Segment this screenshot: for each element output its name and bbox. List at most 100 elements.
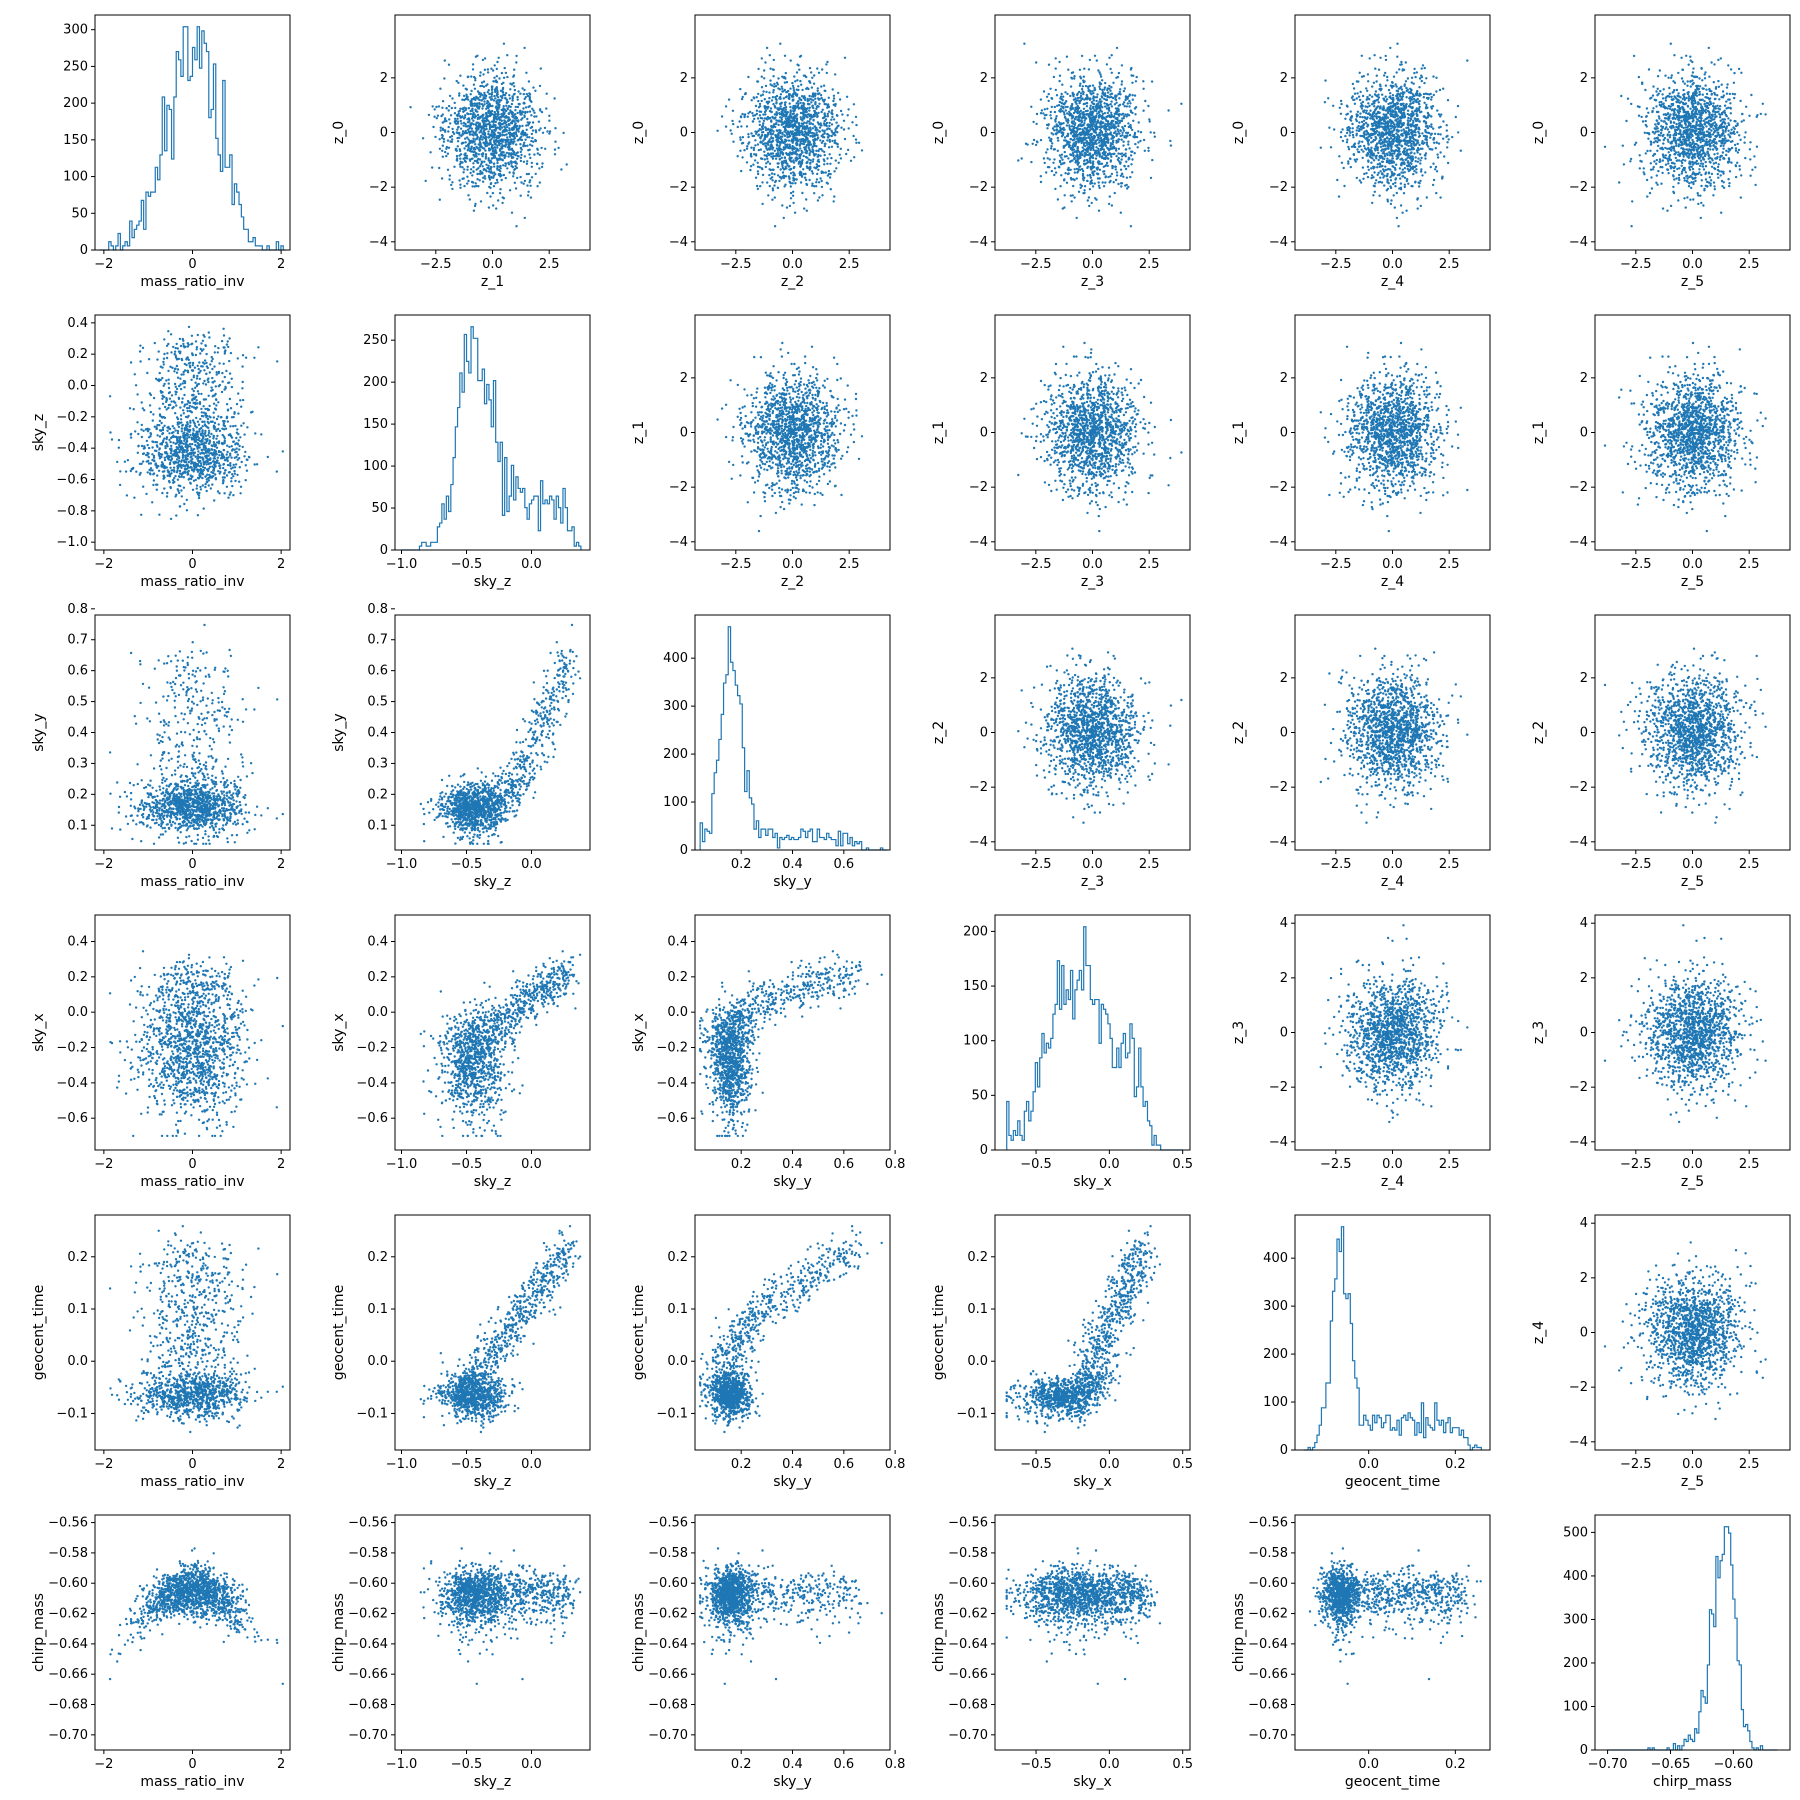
histogram-step [99,27,285,250]
scatter-point [520,157,522,159]
scatter-point [492,192,494,194]
scatter-point [554,141,556,143]
scatter-point [530,140,532,142]
scatter-point [529,93,531,95]
scatter-point [438,167,440,169]
scatter-point [519,176,521,178]
scatter-point [503,134,505,136]
scatter-point [512,175,514,177]
scatter-point [439,199,441,201]
scatter-point [544,127,546,129]
scatter-point [448,105,450,107]
scatter-point [505,163,507,165]
scatter-point [456,118,458,120]
scatter-point [530,127,532,129]
scatter-point [503,157,505,159]
scatter-point [491,157,493,159]
scatter-point [465,141,467,143]
scatter-point [533,112,535,114]
scatter-point [465,94,467,96]
scatter-point [475,182,477,184]
scatter-point [506,54,508,56]
scatter-point [481,138,483,140]
scatter-point [517,90,519,92]
scatter-point [460,122,462,124]
scatter-point [463,122,465,124]
scatter-point [490,93,492,95]
scatter-point [526,160,528,162]
scatter-point [520,147,522,149]
scatter-point [546,93,548,95]
scatter-point [493,77,495,79]
scatter-point [515,61,517,63]
scatter-point [485,85,487,87]
scatter-point [460,128,462,130]
scatter-point [517,106,519,108]
scatter-point [532,121,534,123]
y-tick-label: 150 [63,133,88,148]
scatter-point [472,138,474,140]
scatter-point [514,154,516,156]
scatter-point [527,191,529,193]
scatter-point [422,137,424,139]
scatter-point [458,113,460,115]
scatter-point [490,177,492,179]
scatter-point [494,64,496,66]
scatter-point [505,105,507,107]
scatter-point [509,97,511,99]
scatter-point [481,160,483,162]
scatter-point [497,199,499,201]
scatter-point [492,69,494,71]
scatter-point [457,115,459,117]
scatter-point [429,151,431,153]
scatter-point [458,179,460,181]
scatter-point [482,59,484,61]
scatter-point [520,151,522,153]
scatter-point [525,72,527,74]
scatter-point [451,138,453,140]
scatter-point [472,181,474,183]
scatter-point [483,92,485,94]
scatter-point [496,179,498,181]
scatter-point [560,168,562,170]
scatter-point [509,88,511,90]
scatter-point [439,148,441,150]
scatter-point [524,139,526,141]
scatter-point [517,151,519,153]
scatter-point [528,80,530,82]
scatter-point [459,184,461,186]
scatter-point [456,155,458,157]
scatter-point [490,68,492,70]
scatter-point [501,202,503,204]
scatter-point [504,120,506,122]
scatter-point [479,96,481,98]
scatter-point [473,84,475,86]
scatter-point [515,225,517,227]
scatter-point [480,163,482,165]
scatter-point [523,161,525,163]
scatter-point [472,63,474,65]
y-tick-label: 0 [80,243,88,258]
scatter-point [481,107,483,109]
scatter-point [459,166,461,168]
scatter-point [409,106,411,108]
scatter-point [469,133,471,135]
scatter-point [557,147,559,149]
scatter-point [515,55,517,57]
scatter-point [479,179,481,181]
scatter-point [496,181,498,183]
scatter-point [531,166,533,168]
scatter-point [504,67,506,69]
scatter-point [472,68,474,70]
scatter-point [482,73,484,75]
scatter-point [453,166,455,168]
scatter-point [523,47,525,49]
scatter-point [539,181,541,183]
panel-0-1: −2.5 0.0 2.5−4−202z_1z_0 [331,15,590,290]
scatter-point [495,207,497,209]
scatter-point [516,96,518,98]
scatter-point [449,174,451,176]
scatter-point [459,75,461,77]
scatter-point [474,105,476,107]
